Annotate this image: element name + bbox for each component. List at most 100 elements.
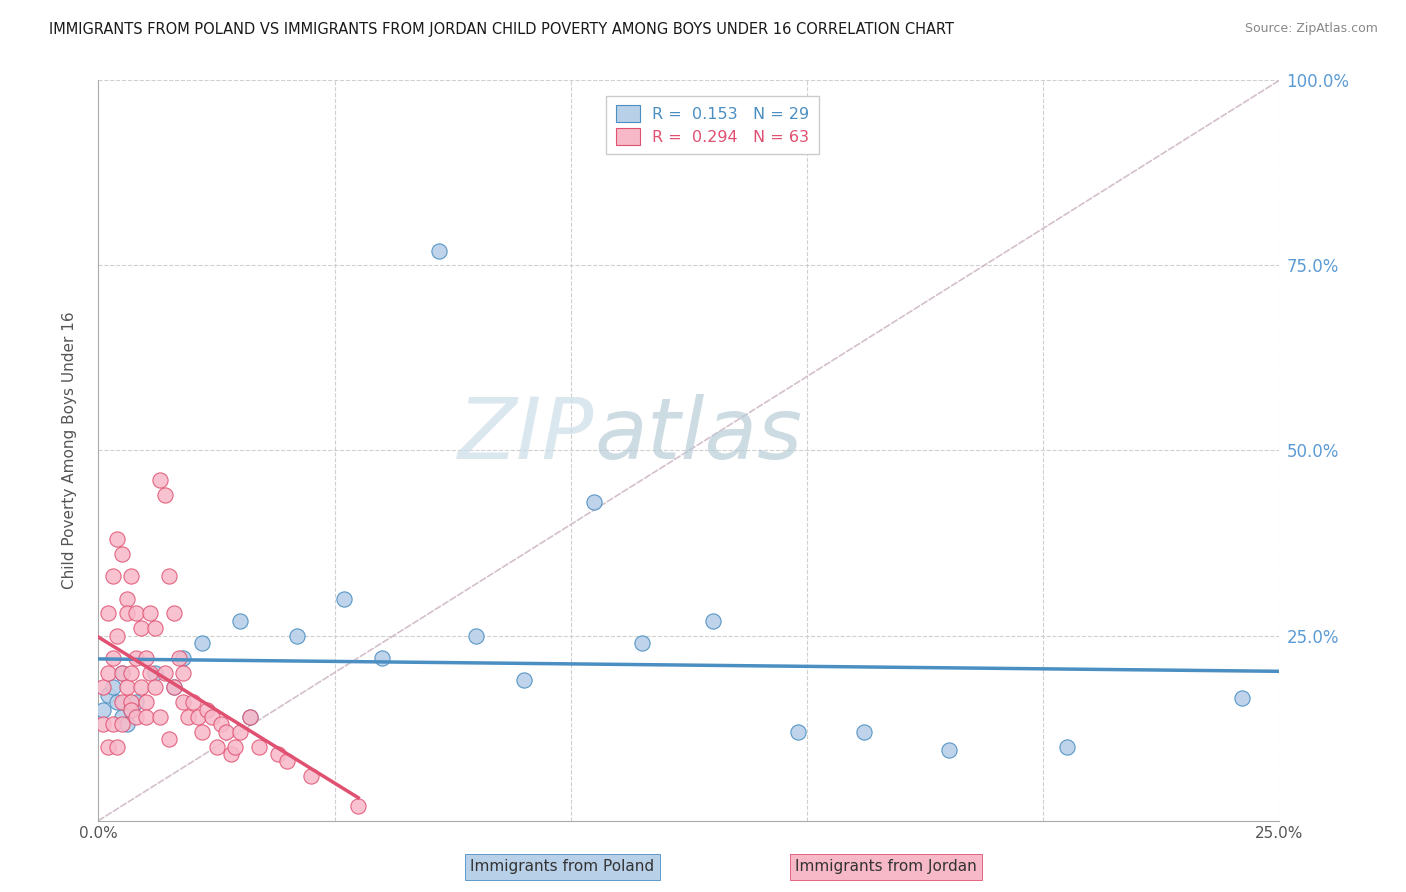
Point [153,665,176,680]
Point [347,798,370,813]
Point [201,710,224,724]
Point [111,695,134,709]
Point [219,747,242,761]
Point [215,724,238,739]
Text: Immigrants from Poland: Immigrants from Poland [471,859,654,874]
Point [224,739,246,754]
Point [91,717,114,731]
Point [630,636,652,650]
Point [267,747,290,761]
Point [209,717,232,731]
Point [111,665,134,680]
Point [97,739,120,754]
Point [247,739,270,754]
Point [276,755,298,769]
Text: atlas: atlas [595,394,803,477]
Point [101,569,124,583]
Point [111,547,134,561]
Point [125,695,148,709]
Point [115,717,138,731]
Point [702,614,724,628]
Point [121,703,143,717]
Point [105,739,128,754]
Point [139,665,162,680]
Point [129,681,152,695]
Point [852,724,875,739]
Point [115,681,138,695]
Point [143,621,166,635]
Point [121,665,143,680]
Point [191,724,214,739]
Point [157,569,180,583]
Point [115,591,138,606]
Y-axis label: Child Poverty Among Boys Under 16: Child Poverty Among Boys Under 16 [62,311,77,590]
Point [181,695,204,709]
Text: Source: ZipAtlas.com: Source: ZipAtlas.com [1244,22,1378,36]
Point [91,703,114,717]
Point [163,681,186,695]
Point [512,673,534,687]
Point [333,591,356,606]
Point [121,695,143,709]
Point [97,665,120,680]
Point [371,650,394,665]
Point [91,681,114,695]
Point [101,681,124,695]
Point [121,703,143,717]
Point [129,621,152,635]
Point [285,628,308,642]
Point [125,607,148,621]
Point [111,717,134,731]
Text: ZIP: ZIP [458,394,595,477]
Point [167,650,190,665]
Point [299,769,322,783]
Point [135,695,157,709]
Point [105,628,128,642]
Point [97,688,120,702]
Point [172,695,194,709]
Point [229,614,252,628]
Point [111,710,134,724]
Point [139,607,162,621]
Point [97,607,120,621]
Point [1056,739,1078,754]
Point [191,636,214,650]
Point [239,710,262,724]
Point [172,665,194,680]
Point [229,724,252,739]
Point [149,473,172,487]
Point [125,710,148,724]
Point [786,724,808,739]
Point [115,607,138,621]
Point [187,710,209,724]
Point [125,650,148,665]
Point [177,710,200,724]
Point [135,710,157,724]
Point [157,732,180,747]
Point [195,703,218,717]
Point [938,743,960,757]
Legend: R =  0.153   N = 29, R =  0.294   N = 63: R = 0.153 N = 29, R = 0.294 N = 63 [606,95,820,154]
Point [465,628,488,642]
Point [163,681,186,695]
Point [163,607,186,621]
Point [105,695,128,709]
Point [101,650,124,665]
Point [135,650,157,665]
Point [583,495,606,509]
Point [101,717,124,731]
Point [172,650,194,665]
Point [121,569,143,583]
Point [205,739,228,754]
Point [149,710,172,724]
Point [143,665,166,680]
Point [239,710,262,724]
Text: IMMIGRANTS FROM POLAND VS IMMIGRANTS FROM JORDAN CHILD POVERTY AMONG BOYS UNDER : IMMIGRANTS FROM POLAND VS IMMIGRANTS FRO… [49,22,955,37]
Point [111,665,134,680]
Point [105,533,128,547]
Point [143,681,166,695]
Point [427,244,450,258]
Point [153,488,176,502]
Point [1230,691,1253,706]
Text: Immigrants from Jordan: Immigrants from Jordan [794,859,977,874]
